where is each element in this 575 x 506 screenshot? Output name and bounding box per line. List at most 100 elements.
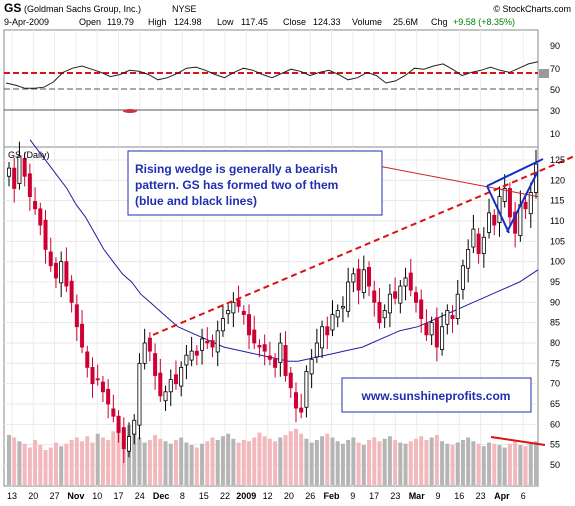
candle-body <box>361 269 366 293</box>
volume-bar <box>7 435 11 485</box>
candle-body <box>100 381 105 393</box>
x-tick-label: 2009 <box>236 491 256 501</box>
price-tick-label: 105 <box>550 236 565 246</box>
price-tick-label: 90 <box>550 297 560 307</box>
volume-bar <box>283 435 288 485</box>
volume-bar <box>393 440 398 485</box>
volume-bar <box>38 445 43 485</box>
candle-body <box>507 188 512 218</box>
x-tick-label: 8 <box>180 491 185 501</box>
annotation-line-3: (blue and black lines) <box>135 194 257 208</box>
wedge-line-upper <box>486 158 544 187</box>
volume-bar <box>419 436 424 485</box>
url-box: www.sunshineprofits.com <box>341 377 532 413</box>
price-tick-label: 55 <box>550 440 560 450</box>
volume-bar <box>179 437 184 485</box>
volume-bar <box>408 441 413 485</box>
candle-body <box>7 167 12 177</box>
candle-body <box>53 262 58 279</box>
candle-body <box>356 268 361 291</box>
candle-body <box>12 167 17 189</box>
volume-bar <box>450 445 455 485</box>
volume-bar <box>210 437 215 485</box>
candle-body <box>487 212 492 233</box>
volume-bar <box>507 443 512 485</box>
volume-bar <box>382 438 387 485</box>
exchange: NYSE <box>172 4 197 14</box>
candle-body <box>267 355 272 360</box>
price-tick-label: 50 <box>550 460 560 470</box>
volume-bar <box>288 431 293 485</box>
close-label: Close <box>283 17 306 27</box>
volume-bar <box>200 443 205 485</box>
volume-bar <box>90 442 95 485</box>
volume-bar <box>299 433 304 485</box>
candle-body <box>283 345 288 376</box>
x-tick-label: 26 <box>305 491 315 501</box>
price-tick-label: 120 <box>550 175 565 185</box>
volume-value: 25.6M <box>393 17 418 27</box>
candle-body <box>241 310 246 315</box>
x-tick-label: 15 <box>199 491 209 501</box>
volume-bar <box>387 436 392 485</box>
source-url: www.sunshineprofits.com <box>361 389 511 403</box>
low-value: 117.45 <box>241 17 268 27</box>
candle-body <box>372 290 377 303</box>
candle-body <box>393 291 398 299</box>
volume-bar <box>534 441 538 485</box>
volume-bar <box>215 440 220 485</box>
volume-bar <box>403 443 408 485</box>
candle-body <box>314 342 319 358</box>
candle-body <box>309 358 314 375</box>
volume-bar <box>64 443 69 485</box>
volume-bar <box>100 437 105 485</box>
wedge-line-lower <box>506 170 539 233</box>
volume-bar <box>346 440 351 485</box>
price-tick-label: 60 <box>550 419 560 429</box>
volume-bar <box>220 436 225 485</box>
x-tick-label: 9 <box>435 491 440 501</box>
volume-bar <box>43 450 48 485</box>
volume-bar <box>184 442 189 485</box>
candle-body <box>513 211 518 234</box>
volume-bar <box>33 440 38 485</box>
volume-bar <box>367 440 372 485</box>
candle-body <box>528 192 533 215</box>
price-tick-label: 80 <box>550 338 560 348</box>
candle-body <box>382 310 387 319</box>
volume-bar <box>497 445 502 485</box>
candle-body <box>121 427 126 450</box>
x-tick-label: 17 <box>369 491 379 501</box>
wedge-line-closing <box>486 185 510 234</box>
volume-bar <box>518 445 523 485</box>
x-axis: 13 20 27 Nov 10 17 24 Dec 8 15 22 2009 12 20 26 Feb 9 17 2… <box>7 491 526 501</box>
candle-body <box>69 280 74 303</box>
candle-body <box>262 344 267 352</box>
candle-body <box>38 208 43 226</box>
candle-body <box>194 350 199 356</box>
volume-bar <box>351 437 356 485</box>
x-tick-label: 20 <box>284 491 294 501</box>
candle-body <box>220 318 225 332</box>
candle-body <box>106 388 111 405</box>
volume-bar <box>476 443 481 485</box>
rsi-oversold-dip <box>123 109 137 113</box>
x-tick-label: 17 <box>113 491 123 501</box>
candle-body <box>466 249 471 269</box>
volume-bar <box>116 426 121 485</box>
volume-bar <box>48 447 53 485</box>
volume-bar <box>429 437 434 485</box>
annotation-box: Rising wedge is generally a bearish patt… <box>127 150 383 216</box>
volume-bar <box>278 437 283 485</box>
volume-bar <box>205 441 210 485</box>
price-tick-label: 70 <box>550 379 560 389</box>
volume-bar <box>325 433 330 485</box>
volume-bar <box>247 441 252 485</box>
volume-bar <box>262 436 267 485</box>
volume-bar <box>241 440 246 485</box>
candle-body <box>90 366 95 385</box>
volume-bar <box>194 447 199 485</box>
volume-bar <box>95 433 100 485</box>
candle-body <box>304 371 309 408</box>
volume-bar <box>304 438 309 485</box>
